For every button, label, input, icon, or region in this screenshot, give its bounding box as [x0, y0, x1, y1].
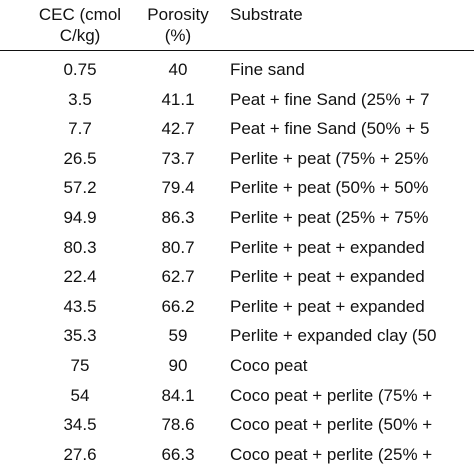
- table-row: 43.5 66.2 Perlite + peat + expanded: [0, 293, 474, 323]
- header-porosity: Porosity (%): [138, 4, 218, 46]
- header-divider: [0, 50, 474, 51]
- cell-cec: 94.9: [63, 207, 97, 227]
- header-substrate: Substrate: [230, 5, 303, 24]
- table-header: CEC (cmol C/kg) Porosity (%) Substrate: [0, 0, 474, 50]
- table-row: 34.5 78.6 Coco peat + perlite (50% +: [0, 411, 474, 441]
- cell-porosity: 59: [168, 326, 188, 346]
- cell-porosity: 86.3: [161, 207, 195, 227]
- cell-porosity: 78.6: [161, 415, 195, 435]
- cell-cec: 80.3: [63, 237, 97, 257]
- table-row: 75 90 Coco peat: [0, 352, 474, 382]
- table-row: 7.7 42.7 Peat + fine Sand (50% + 5: [0, 115, 474, 145]
- header-porosity-line1: Porosity: [147, 5, 209, 24]
- cell-porosity: 84.1: [161, 385, 195, 405]
- table-row: 94.9 86.3 Perlite + peat (25% + 75%: [0, 204, 474, 234]
- cell-porosity: 80.7: [161, 237, 195, 257]
- cell-porosity: 42.7: [161, 119, 195, 139]
- cell-substrate: Coco peat: [230, 355, 308, 375]
- table-row: 54 84.1 Coco peat + perlite (75% +: [0, 382, 474, 412]
- table-row: 3.5 41.1 Peat + fine Sand (25% + 7: [0, 86, 474, 116]
- cell-cec: 57.2: [63, 178, 97, 198]
- cell-substrate: Perlite + peat + expanded: [230, 296, 425, 316]
- cell-substrate: Perlite + peat (50% + 50%: [230, 178, 429, 198]
- cell-porosity: 62.7: [161, 267, 195, 287]
- cell-substrate: Perlite + peat + expanded: [230, 267, 425, 287]
- cell-cec: 34.5: [63, 415, 97, 435]
- cell-cec: 54: [70, 385, 90, 405]
- cell-cec: 0.75: [63, 60, 97, 79]
- header-cec: CEC (cmol C/kg): [20, 4, 140, 46]
- cell-cec: 22.4: [63, 267, 97, 287]
- cell-substrate: Peat + fine Sand (50% + 5: [230, 119, 430, 139]
- cell-cec: 26.5: [63, 148, 97, 168]
- cell-substrate: Perlite + peat (75% + 25%: [230, 148, 429, 168]
- table-row: 26.5 73.7 Perlite + peat (75% + 25%: [0, 145, 474, 175]
- cell-porosity: 66.3: [161, 444, 195, 464]
- cell-porosity: 73.7: [161, 148, 195, 168]
- table-row: 22.4 62.7 Perlite + peat + expanded: [0, 263, 474, 293]
- cell-substrate: Coco peat + perlite (75% +: [230, 385, 433, 405]
- cell-cec: 75: [70, 355, 90, 375]
- cell-cec: 3.5: [68, 89, 92, 109]
- cell-substrate: Peat + fine Sand (25% + 7: [230, 89, 430, 109]
- cell-substrate: Coco peat + perlite (25% +: [230, 444, 433, 464]
- cell-porosity: 79.4: [161, 178, 195, 198]
- table-row: 27.6 66.3 Coco peat + perlite (25% +: [0, 441, 474, 471]
- cell-substrate: Perlite + peat + expanded: [230, 237, 425, 257]
- header-cec-line2: C/kg): [59, 26, 101, 45]
- cell-porosity: 41.1: [161, 89, 195, 109]
- cell-porosity: 66.2: [161, 296, 195, 316]
- cell-cec: 35.3: [63, 326, 97, 346]
- header-cec-line1: CEC (cmol: [38, 5, 122, 24]
- cell-cec: 7.7: [68, 119, 92, 139]
- table-row: 0.75 40 Fine sand: [0, 56, 474, 86]
- cell-substrate: Perlite + expanded clay (50: [230, 326, 437, 346]
- cell-porosity: 90: [168, 355, 188, 375]
- cell-cec: 27.6: [63, 444, 97, 464]
- table-row: 80.3 80.7 Perlite + peat + expanded: [0, 234, 474, 264]
- table-body: 0.75 40 Fine sand 3.5 41.1 Peat + fine Sand (…: [0, 56, 474, 470]
- cell-cec: 43.5: [63, 296, 97, 316]
- table-row: 57.2 79.4 Perlite + peat (50% + 50%: [0, 174, 474, 204]
- cell-porosity: 40: [168, 60, 188, 79]
- header-porosity-line2: (%): [164, 26, 192, 45]
- cell-substrate: Fine sand: [230, 60, 305, 79]
- table-row: 35.3 59 Perlite + expanded clay (50: [0, 322, 474, 352]
- cell-substrate: Perlite + peat (25% + 75%: [230, 207, 429, 227]
- cell-substrate: Coco peat + perlite (50% +: [230, 415, 433, 435]
